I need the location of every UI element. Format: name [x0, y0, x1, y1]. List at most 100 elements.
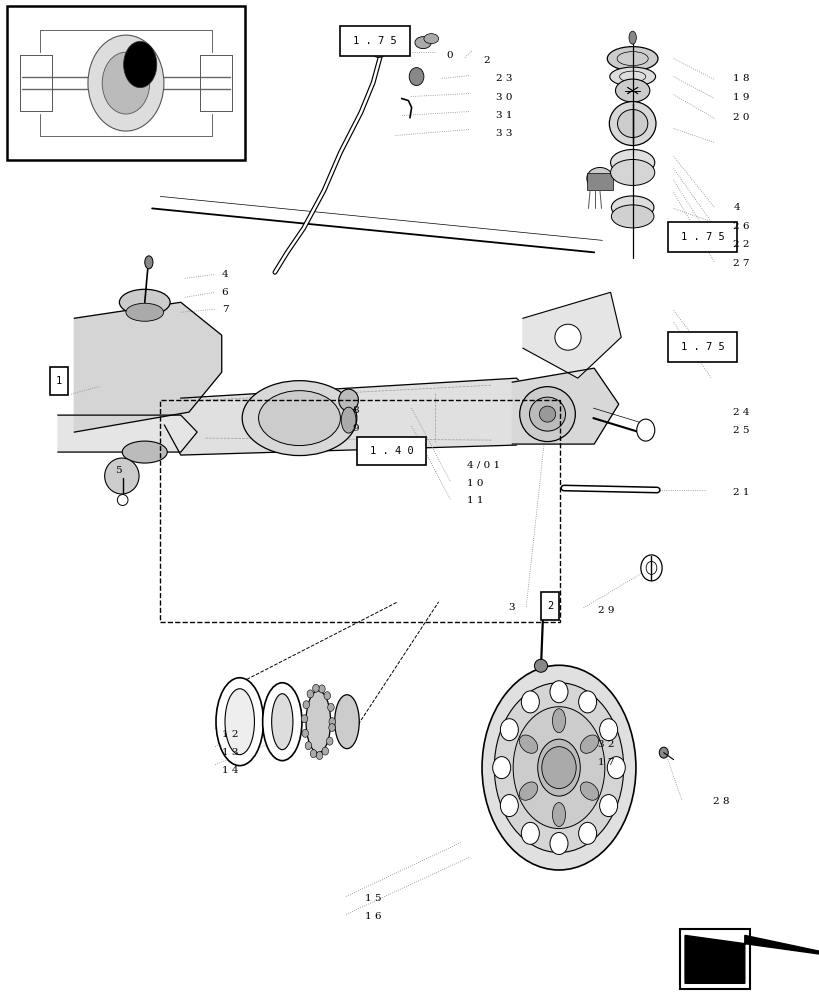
Ellipse shape	[341, 407, 355, 433]
Bar	[667, 222, 736, 252]
Ellipse shape	[215, 678, 263, 766]
Bar	[340, 26, 410, 56]
Text: 3: 3	[508, 603, 514, 612]
Polygon shape	[512, 368, 618, 444]
Ellipse shape	[552, 803, 565, 827]
Text: 1 4: 1 4	[221, 766, 238, 775]
Text: 1 5: 1 5	[364, 894, 381, 903]
Text: 1 2: 1 2	[221, 730, 238, 739]
Circle shape	[550, 681, 568, 703]
Ellipse shape	[611, 205, 653, 228]
Circle shape	[607, 757, 625, 779]
Ellipse shape	[552, 709, 565, 733]
Circle shape	[324, 692, 330, 700]
Text: 2 2: 2 2	[732, 240, 749, 249]
Text: 2 7: 2 7	[732, 259, 749, 268]
Bar	[541, 592, 559, 620]
Circle shape	[521, 691, 539, 713]
Ellipse shape	[371, 44, 386, 58]
Circle shape	[316, 752, 323, 760]
Ellipse shape	[88, 35, 164, 131]
Ellipse shape	[617, 110, 647, 138]
Text: 6: 6	[221, 288, 228, 297]
Text: 2 8: 2 8	[712, 797, 728, 806]
Ellipse shape	[580, 735, 598, 753]
Text: 4 / 0 1: 4 / 0 1	[467, 461, 500, 470]
Ellipse shape	[539, 406, 555, 422]
Bar	[356, 437, 426, 465]
Circle shape	[409, 68, 423, 86]
Ellipse shape	[609, 102, 655, 145]
Circle shape	[328, 718, 335, 726]
Circle shape	[328, 724, 335, 732]
Text: 4: 4	[732, 203, 739, 212]
Text: 8: 8	[352, 406, 359, 415]
Circle shape	[599, 719, 617, 741]
Text: 2 4: 2 4	[732, 408, 749, 417]
Circle shape	[322, 747, 328, 755]
Ellipse shape	[242, 381, 356, 456]
Text: 7: 7	[221, 305, 228, 314]
Text: 3 2: 3 2	[598, 740, 614, 749]
Ellipse shape	[609, 67, 654, 86]
Text: 2: 2	[546, 601, 553, 611]
Ellipse shape	[611, 196, 653, 219]
Text: 3 3: 3 3	[495, 129, 512, 138]
Text: 3 0: 3 0	[495, 93, 512, 102]
Ellipse shape	[482, 665, 636, 870]
Text: 0: 0	[446, 51, 453, 60]
Circle shape	[578, 691, 596, 713]
Ellipse shape	[640, 555, 661, 581]
Text: 1 1: 1 1	[467, 496, 483, 505]
Circle shape	[319, 685, 325, 693]
Ellipse shape	[102, 52, 150, 114]
Ellipse shape	[513, 707, 604, 829]
Ellipse shape	[262, 683, 301, 761]
Text: 9: 9	[352, 424, 359, 433]
Text: 2 5: 2 5	[732, 426, 749, 435]
Ellipse shape	[529, 397, 565, 431]
Ellipse shape	[126, 303, 164, 321]
Circle shape	[301, 715, 307, 723]
Polygon shape	[684, 935, 819, 983]
Polygon shape	[58, 415, 197, 452]
Bar	[679, 929, 749, 989]
Ellipse shape	[258, 391, 340, 446]
Ellipse shape	[120, 289, 170, 315]
Circle shape	[500, 795, 518, 817]
Ellipse shape	[105, 458, 139, 494]
Ellipse shape	[580, 782, 598, 800]
Ellipse shape	[124, 41, 156, 88]
Circle shape	[521, 822, 539, 844]
Circle shape	[328, 703, 334, 711]
Ellipse shape	[117, 495, 128, 505]
Ellipse shape	[610, 159, 654, 185]
Ellipse shape	[271, 694, 292, 750]
Ellipse shape	[534, 659, 547, 672]
Text: 1 3: 1 3	[221, 748, 238, 757]
Text: 1 0: 1 0	[467, 479, 483, 488]
Ellipse shape	[122, 441, 167, 463]
Text: 1 . 4 0: 1 . 4 0	[369, 446, 413, 456]
Polygon shape	[165, 378, 541, 455]
Text: 1: 1	[56, 376, 62, 386]
Bar	[586, 173, 613, 190]
Ellipse shape	[518, 735, 537, 753]
Circle shape	[550, 833, 568, 855]
Text: 1 . 7 5: 1 . 7 5	[680, 342, 724, 352]
Circle shape	[541, 747, 576, 789]
Text: 1 9: 1 9	[732, 93, 749, 102]
Circle shape	[500, 719, 518, 741]
Text: 1 . 7 5: 1 . 7 5	[680, 232, 724, 242]
Ellipse shape	[338, 389, 358, 411]
Text: 1 . 7 5: 1 . 7 5	[353, 36, 396, 46]
Text: 2: 2	[483, 56, 490, 65]
Circle shape	[305, 742, 311, 750]
Ellipse shape	[537, 739, 580, 796]
Polygon shape	[523, 292, 621, 378]
Text: 1 6: 1 6	[364, 912, 381, 921]
Bar	[667, 332, 736, 362]
Circle shape	[636, 419, 654, 441]
Ellipse shape	[658, 747, 667, 758]
Circle shape	[578, 822, 596, 844]
